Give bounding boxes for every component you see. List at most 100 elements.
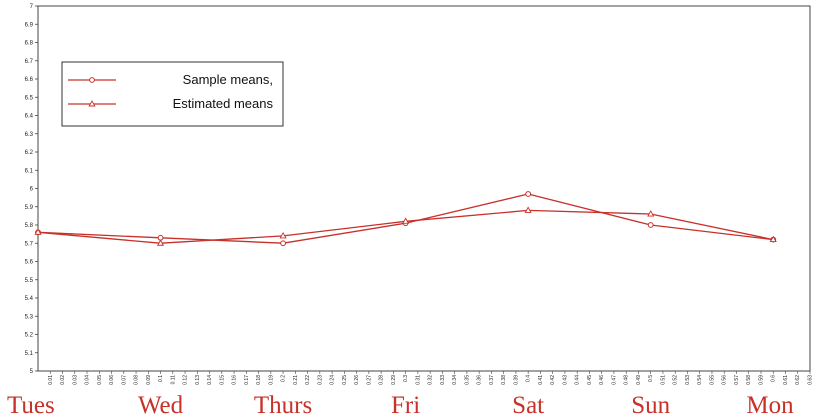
y-tick-label: 6.1: [25, 168, 34, 174]
x-tick-label: 0.2: [281, 375, 287, 382]
y-axis: 5 5.1 5.2 5.3 5.4 5.5 5.6 5.7 5.8 5.9 6 6.1 6.2 6.3 6.…: [25, 4, 38, 375]
legend-circle-marker-icon: [89, 77, 95, 83]
legend: Sample means, Estimated means: [61, 61, 284, 127]
data-point-sample: [647, 222, 654, 228]
y-tick-label: 6.4: [25, 114, 34, 120]
x-tick-label: 0.18: [256, 375, 262, 385]
x-tick-label: 0.34: [452, 375, 458, 385]
day-label: Mon: [746, 392, 794, 417]
y-tick-label: 6.2: [25, 150, 34, 156]
y-tick-label: 5.5: [25, 278, 34, 284]
x-tick-label: 0.24: [330, 375, 336, 385]
y-tick-label: 5.6: [25, 260, 34, 266]
x-tick-label: 0.57: [734, 375, 740, 385]
x-tick-label: 0.37: [489, 375, 495, 385]
y-tick-label: 6.8: [25, 41, 34, 47]
x-tick-label: 0.43: [562, 375, 568, 385]
y-tick-label: 5.7: [25, 241, 34, 247]
x-tick-label: 0.39: [513, 375, 519, 385]
y-tick-label: 5.9: [25, 205, 34, 211]
x-tick-label: 0.44: [575, 375, 581, 385]
x-tick-label: 0.23: [317, 375, 323, 385]
series-layer: [34, 191, 777, 247]
day-label: Sun: [631, 392, 670, 417]
x-tick-label: 0.28: [379, 375, 385, 385]
legend-triangle-marker-icon: [88, 100, 96, 107]
x-tick-label: 0.4: [526, 375, 532, 382]
x-tick-label: 0.26: [354, 375, 360, 385]
x-tick-label: 0.1: [158, 375, 164, 382]
day-label: Fri: [391, 392, 420, 417]
x-tick-label: 0.19: [268, 375, 274, 385]
x-tick-label: 0.62: [795, 375, 801, 385]
legend-box: [61, 61, 284, 127]
data-point-estimated: [647, 210, 655, 217]
x-tick-label: 0.27: [366, 375, 372, 385]
data-point-estimated: [524, 206, 532, 213]
x-tick-label: 0.33: [440, 375, 446, 385]
x-tick-label: 0.14: [207, 375, 213, 385]
x-tick-label: 0.17: [244, 375, 250, 385]
x-tick-label: 0.35: [464, 375, 470, 385]
x-tick-label: 0.05: [97, 375, 103, 385]
x-tick-label: 0.3: [403, 375, 409, 382]
x-tick-label: 0.01: [48, 375, 54, 385]
y-tick-label: 5.8: [25, 223, 34, 229]
data-point-estimated: [156, 239, 165, 246]
day-label: Wed: [138, 392, 184, 417]
x-tick-label: 0.6: [771, 375, 777, 382]
x-tick-label: 0.51: [660, 375, 666, 385]
y-tick-label: 6.5: [25, 95, 34, 101]
y-tick-label: 6.6: [25, 77, 34, 83]
y-tick-label: 5.3: [25, 314, 34, 320]
x-tick-label: 0.42: [550, 375, 556, 385]
x-tick-label: 0.06: [109, 375, 115, 385]
x-tick-label: 0.25: [342, 375, 348, 385]
x-tick-label: 0.11: [170, 375, 176, 385]
plot-frame: [37, 5, 811, 372]
x-tick-label: 0.38: [501, 375, 507, 385]
x-tick-label: 0.5: [648, 375, 654, 382]
x-tick-label: 0.32: [428, 375, 434, 385]
day-label: Tues: [7, 392, 55, 417]
y-tick-label: 5: [30, 369, 34, 375]
x-tick-label: 0.55: [709, 375, 715, 385]
x-tick-label: 0.02: [60, 375, 66, 385]
x-tick-label: 0.04: [85, 375, 91, 385]
x-tick-label: 0.09: [146, 375, 152, 385]
x-axis: 0.01 0.02 0.03 0.04 0.05 0.06 0.07 0.08 0.09 0.1 0…: [48, 371, 814, 385]
x-tick-label: 0.21: [293, 375, 299, 385]
x-tick-label: 0.52: [673, 375, 679, 385]
data-point-estimated: [279, 232, 287, 239]
day-labels: Tues Wed Thurs Fri Sat Sun Mon: [7, 392, 794, 417]
x-tick-label: 0.29: [391, 375, 397, 385]
x-tick-label: 0.31: [415, 375, 421, 385]
x-tick-label: 0.63: [808, 375, 814, 385]
legend-label-sample: Sample means,: [183, 72, 273, 87]
y-tick-label: 5.1: [25, 351, 34, 357]
y-tick-label: 7: [30, 4, 34, 10]
data-point-sample: [525, 191, 532, 197]
y-tick-label: 6: [30, 187, 34, 193]
data-point-estimated: [402, 217, 410, 224]
x-tick-label: 0.61: [783, 375, 789, 385]
x-tick-label: 0.36: [477, 375, 483, 385]
data-point-sample: [280, 240, 286, 247]
y-tick-label: 6.7: [25, 59, 34, 65]
x-tick-label: 0.07: [121, 375, 127, 385]
y-tick-label: 6.3: [25, 132, 34, 138]
x-tick-label: 0.22: [305, 375, 311, 385]
x-tick-label: 0.58: [746, 375, 752, 385]
day-label: Sat: [512, 392, 544, 417]
x-tick-label: 0.48: [624, 375, 630, 385]
x-tick-label: 0.41: [538, 375, 544, 385]
x-tick-label: 0.15: [219, 375, 225, 385]
y-tick-label: 6.9: [25, 22, 34, 28]
x-tick-label: 0.54: [697, 375, 703, 385]
x-tick-label: 0.59: [758, 375, 764, 385]
x-tick-label: 0.47: [611, 375, 617, 385]
x-tick-label: 0.46: [599, 375, 605, 385]
x-tick-label: 0.56: [722, 375, 728, 385]
x-tick-label: 0.13: [195, 375, 201, 385]
